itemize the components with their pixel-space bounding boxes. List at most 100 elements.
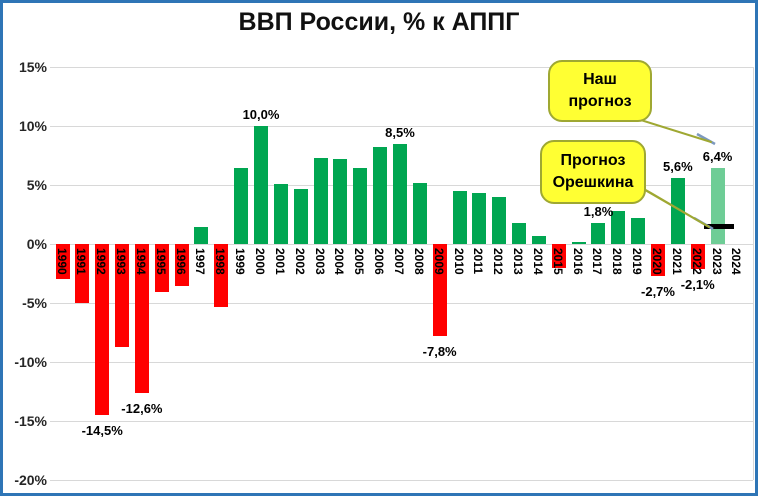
bar-2011 [472,193,487,244]
bar-2015 [551,244,566,268]
year-label-2004: 2004 [332,248,347,275]
value-label-1992: -14,5% [81,423,123,439]
value-label-2021: 5,6% [663,158,693,174]
year-label-2020: 2020 [650,248,664,275]
value-label-2017: 1,8% [583,203,614,219]
y-axis-label: -10% [14,354,47,370]
bar-2017 [591,222,606,244]
bar-2008 [412,182,427,244]
y-axis-label: 5% [26,177,47,193]
year-label-1991: 1991 [74,248,89,275]
year-label-1990: 1990 [54,248,69,275]
bar-2004 [333,159,348,244]
year-label-2009: 2009 [431,248,446,275]
bar-2016 [571,241,586,244]
year-label-2013: 2013 [511,248,526,275]
year-label-2002: 2002 [292,248,307,275]
callout-our-forecast-line1: Наш [583,71,617,89]
bar-2000 [254,126,268,244]
bar-2010 [452,190,467,244]
year-label-2014: 2014 [530,248,545,275]
year-label-2016: 2016 [570,248,585,275]
callout-oreshkin-line2: Орешкина [552,174,634,191]
callout-our-forecast-line2: прогноз [568,93,632,110]
chart-title: ВВП России, % к АППГ [238,8,520,36]
year-label-2008: 2008 [411,248,426,275]
year-label-2003: 2003 [312,248,327,275]
bar-1998 [214,244,229,307]
year-label-2007: 2007 [391,248,406,275]
bar-2012 [492,196,507,244]
year-label-2019: 2019 [630,248,645,275]
oreshkin-forecast-marker [704,224,734,230]
bar-1996 [174,244,189,287]
year-label-1997: 1997 [193,248,208,275]
bar-1992 [95,244,110,416]
bar-2001 [273,183,288,244]
value-label-2009: -7,8% [422,344,457,360]
y-axis-label: -15% [14,413,47,429]
value-label-2023: 6,4% [702,149,733,165]
bar-2003 [313,157,328,244]
bar-2023 [710,168,725,244]
grid-line [50,361,753,363]
callout-oreshkin-forecast: Прогноз Орешкина [540,140,646,204]
year-label-2000: 2000 [253,248,267,275]
year-label-2001: 2001 [272,248,287,275]
year-label-2010: 2010 [451,248,466,275]
grid-line [50,66,753,68]
year-label-2022: 2022 [689,248,704,275]
bar-1990 [55,244,70,280]
bar-1997 [194,227,209,244]
bar-2005 [353,168,368,244]
y-axis-label: -20% [14,472,47,488]
bar-2002 [293,188,308,244]
grid-line [50,420,753,422]
year-label-1999: 1999 [233,248,248,275]
bar-1994 [134,244,149,393]
year-label-2021: 2021 [669,248,684,275]
year-label-1994: 1994 [133,248,148,275]
bar-2013 [512,222,527,244]
bar-1999 [234,168,249,244]
year-label-2005: 2005 [352,248,367,275]
value-label-1994: -12,6% [121,400,163,416]
grid-line [50,243,753,245]
bar-1991 [75,244,90,303]
bar-2006 [373,147,388,244]
value-label-2000: 10,0% [242,107,280,122]
bar-1993 [115,244,130,347]
grid-line [50,125,753,127]
value-label-2007: 8,5% [385,124,415,140]
callout-our-forecast: Наш прогноз [548,60,652,122]
bar-2007 [392,143,407,244]
callout-leader-line-our-forecast [696,132,716,146]
year-label-2015: 2015 [550,248,565,275]
year-label-2012: 2012 [491,248,506,275]
year-label-2018: 2018 [610,248,625,275]
year-label-2023: 2023 [709,248,724,275]
year-label-1995: 1995 [153,248,168,275]
value-label-2020: -2,7% [641,283,675,299]
year-label-2024: 2024 [729,248,744,275]
year-label-1998: 1998 [213,248,228,275]
bar-2014 [531,235,546,244]
grid-line [50,302,753,304]
year-label-2011: 2011 [471,248,486,275]
callout-oreshkin-line1: Прогноз [560,152,626,170]
plot-right-border [753,67,754,480]
bar-2021 [670,177,685,244]
year-label-2017: 2017 [590,248,605,275]
grid-line [50,479,753,481]
y-axis-label: 0% [26,236,47,252]
bar-2019 [631,218,646,244]
bar-1995 [154,244,169,293]
y-axis-label: 15% [18,59,47,75]
year-label-1992: 1992 [94,248,109,275]
bar-2009 [432,244,447,337]
y-axis-label: -5% [22,295,47,311]
bar-2022 [690,244,705,269]
bar-2020 [651,244,665,276]
year-label-1996: 1996 [173,248,188,275]
